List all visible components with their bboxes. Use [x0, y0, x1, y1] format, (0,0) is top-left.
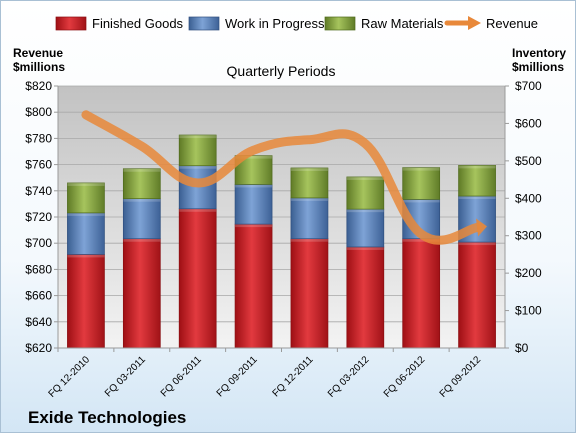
legend-label-finished-goods: Finished Goods: [92, 16, 184, 31]
finished-goods-bar-highlight: [235, 224, 273, 228]
revenue-line-group: [81, 110, 487, 245]
finished-goods-bar-highlight: [179, 208, 217, 212]
legend-item-work-in-progress: Work in Progress: [188, 16, 325, 31]
left-tick-label: $660: [25, 289, 52, 303]
work-in-progress-bar-highlight: [123, 198, 161, 202]
work-in-progress-bar-highlight: [346, 209, 384, 213]
left-tick-label: $820: [25, 79, 52, 93]
finished-goods-bar-highlight: [458, 242, 496, 246]
raw-materials-bar-highlight: [458, 165, 496, 169]
left-tick-label: $760: [25, 158, 52, 172]
right-tick-label: $300: [515, 229, 542, 243]
x-tick-label: FQ 03-2011: [103, 354, 148, 399]
finished-goods-bar: [122, 238, 161, 349]
left-tick-label: $720: [25, 210, 52, 224]
left-tick-label: $680: [25, 262, 52, 276]
raw-materials-bar-highlight: [67, 182, 105, 186]
raw-materials-bar-highlight: [402, 167, 440, 171]
right-axis-ticks: $0 $100 $200 $300 $400 $500 $600 $700: [505, 79, 542, 355]
x-tick-label: FQ 06-2011: [159, 354, 204, 399]
legend-arrow-revenue: [468, 16, 481, 30]
raw-materials-bar: [346, 176, 385, 210]
raw-materials-bar: [122, 168, 161, 200]
left-axis-title-line2: $millions: [13, 60, 65, 74]
legend-item-revenue: Revenue: [444, 16, 538, 31]
finished-goods-bar: [234, 223, 273, 349]
finished-goods-bar-highlight: [123, 238, 161, 242]
finished-goods-bar: [178, 208, 217, 349]
finished-goods-bar: [458, 241, 496, 349]
right-axis-title-line2: $millions: [512, 60, 564, 74]
finished-goods-bar: [67, 254, 105, 349]
finished-goods-bar-highlight: [290, 238, 328, 242]
raw-materials-bar: [178, 134, 217, 167]
right-tick-label: $200: [515, 266, 542, 280]
x-tick-label: FQ 09-2011: [215, 354, 260, 399]
work-in-progress-bar-highlight: [235, 184, 273, 188]
x-tick-label: FQ 03-2012: [326, 354, 372, 400]
left-axis-ticks: $620 $640 $660 $680 $700 $720 $740 $760 $780 $800…: [25, 79, 58, 355]
raw-materials-bar-highlight: [123, 168, 161, 172]
right-tick-label: $400: [515, 191, 542, 205]
left-tick-label: $640: [25, 315, 52, 329]
work-in-progress-bar-highlight: [458, 196, 496, 200]
work-in-progress-bar: [234, 184, 273, 225]
chart-title: Quarterly Periods: [227, 63, 336, 79]
work-in-progress-bar: [346, 208, 385, 248]
revenue-arrowhead: [476, 218, 487, 237]
left-tick-label: $700: [25, 236, 52, 250]
raw-materials-bar-highlight: [290, 167, 328, 171]
revenue-line: [81, 110, 482, 245]
legend-swatch-finished-goods: [55, 16, 87, 31]
work-in-progress-bar-highlight: [402, 199, 440, 203]
finished-goods-bar-highlight: [402, 238, 440, 242]
x-tick-label: FQ 09-2012: [438, 354, 484, 400]
right-tick-label: $100: [515, 304, 542, 318]
x-tick-label: FQ 06-2012: [382, 354, 428, 400]
legend-swatch-raw-materials: [324, 16, 356, 31]
right-axis-title-line1: Inventory: [512, 46, 566, 60]
work-in-progress-bar-highlight: [290, 197, 328, 201]
legend-swatch-work-in-progress: [188, 16, 220, 31]
raw-materials-bar: [402, 167, 441, 200]
raw-materials-bar-highlight: [235, 155, 273, 159]
finished-goods-bar-highlight: [346, 246, 384, 250]
raw-materials-bar: [67, 182, 105, 214]
left-tick-label: $780: [25, 131, 52, 145]
finished-goods-bar-highlight: [67, 254, 105, 258]
right-tick-label: $600: [515, 116, 542, 130]
legend-label-raw-materials: Raw Materials: [361, 16, 444, 31]
left-tick-label: $620: [25, 341, 52, 355]
bars: [67, 134, 496, 349]
company-name: Exide Technologies: [28, 408, 186, 427]
finished-goods-bar: [290, 238, 329, 349]
work-in-progress-bar: [122, 198, 161, 240]
right-tick-label: $700: [515, 79, 542, 93]
left-tick-label: $800: [25, 105, 52, 119]
work-in-progress-bar-highlight: [179, 165, 217, 169]
work-in-progress-bar: [290, 197, 329, 240]
right-tick-label: $0: [515, 341, 529, 355]
raw-materials-bar: [458, 164, 496, 197]
finished-goods-bar: [346, 246, 385, 349]
left-axis-title-line1: Revenue: [13, 46, 63, 60]
legend-label-work-in-progress: Work in Progress: [225, 16, 325, 31]
raw-materials-bar-highlight: [179, 135, 217, 139]
raw-materials-bar: [290, 167, 329, 199]
finished-goods-bar: [402, 238, 441, 349]
left-tick-label: $740: [25, 184, 52, 198]
legend-label-revenue: Revenue: [486, 16, 538, 31]
raw-materials-bar-highlight: [346, 176, 384, 180]
x-tick-label: FQ 12-2011: [271, 354, 316, 399]
work-in-progress-bar-highlight: [67, 212, 105, 216]
legend-item-raw-materials: Raw Materials: [324, 16, 444, 31]
legend: Finished Goods Work in Progress Raw Mate…: [55, 16, 538, 31]
x-axis-ticks: FQ 12-2010 FQ 03-2011 FQ 06-2011 FQ 09-2011…: [47, 348, 484, 400]
legend-item-finished-goods: Finished Goods: [55, 16, 184, 31]
x-tick-label: FQ 12-2010: [47, 354, 93, 400]
right-tick-label: $500: [515, 154, 542, 168]
work-in-progress-bar: [67, 212, 105, 255]
